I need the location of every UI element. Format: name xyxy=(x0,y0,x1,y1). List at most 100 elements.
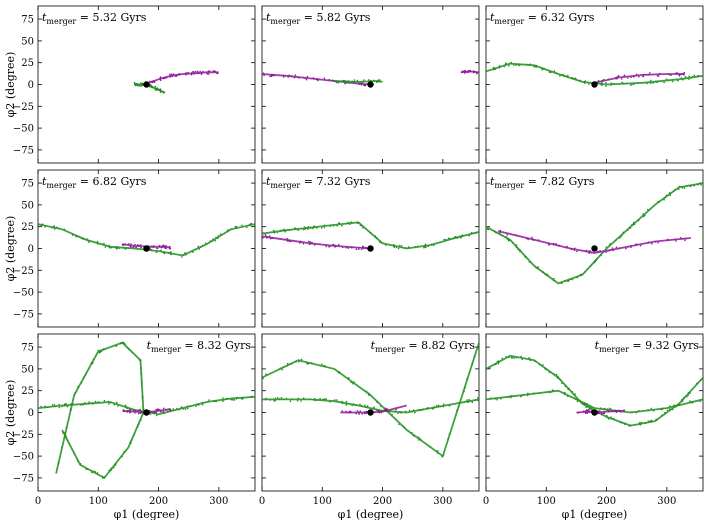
star-particle xyxy=(86,468,89,470)
star-particle xyxy=(585,249,588,252)
y-tick-label: 75 xyxy=(21,179,34,190)
star-particle xyxy=(213,400,215,402)
y-tick-label: −75 xyxy=(13,473,34,484)
star-particle xyxy=(452,237,454,240)
star-particle xyxy=(345,404,348,406)
star-particle xyxy=(69,409,72,411)
star-particle xyxy=(660,408,663,411)
star-particle xyxy=(652,410,655,412)
star-particle xyxy=(137,424,139,427)
star-particle xyxy=(617,75,620,77)
star-particle xyxy=(395,246,398,249)
star-particle xyxy=(364,84,367,86)
star-particle xyxy=(115,345,118,348)
star-particle xyxy=(393,244,395,246)
star-particle xyxy=(621,422,623,424)
star-particle xyxy=(555,242,557,245)
star-particle xyxy=(365,390,368,393)
star-particle xyxy=(579,79,581,82)
star-particle xyxy=(283,366,285,368)
star-particle xyxy=(358,413,360,415)
star-particle xyxy=(328,78,331,81)
star-particle xyxy=(137,412,140,415)
star-particle xyxy=(376,401,379,404)
star-particle xyxy=(433,406,436,408)
star-particle xyxy=(545,368,547,371)
star-particle xyxy=(590,407,592,410)
panel-title: tmerger = 6.32 Gyrs xyxy=(490,11,595,26)
star-particle xyxy=(531,236,533,239)
star-particle xyxy=(90,362,92,365)
x-tick-label: 300 xyxy=(657,496,676,507)
star-particle xyxy=(196,403,199,405)
star-particle xyxy=(217,237,219,240)
star-particle xyxy=(262,377,264,380)
star-particle xyxy=(57,462,60,465)
star-particle xyxy=(553,373,555,375)
star-particle xyxy=(282,398,284,401)
star-particle xyxy=(64,435,66,437)
star-particle xyxy=(53,404,56,406)
star-particle xyxy=(612,417,615,420)
star-particle xyxy=(688,78,690,80)
star-particle xyxy=(83,238,86,241)
star-particle xyxy=(374,235,377,237)
star-particle xyxy=(344,80,346,82)
star-particle xyxy=(456,237,459,239)
series-stream_b xyxy=(497,229,691,254)
star-particle xyxy=(208,399,210,401)
star-particle xyxy=(196,72,199,75)
star-particle xyxy=(669,194,672,196)
star-particle xyxy=(588,405,591,408)
star-particle xyxy=(40,405,42,408)
star-particle xyxy=(679,236,682,239)
star-particle xyxy=(161,90,163,93)
plot-area xyxy=(486,61,703,88)
y-tick-label: −50 xyxy=(13,452,34,463)
star-particle xyxy=(129,245,132,248)
star-particle xyxy=(541,67,543,69)
star-particle xyxy=(137,84,139,87)
star-particle xyxy=(52,225,55,228)
star-particle xyxy=(344,82,347,84)
star-particle xyxy=(346,222,348,225)
star-particle xyxy=(492,68,495,71)
star-particle xyxy=(467,70,469,72)
star-particle xyxy=(656,419,658,421)
star-particle xyxy=(376,80,378,83)
star-particle xyxy=(324,365,326,367)
stream-track xyxy=(334,80,383,83)
star-particle xyxy=(576,400,579,403)
star-particle xyxy=(515,356,518,359)
star-particle xyxy=(335,244,337,247)
star-particle xyxy=(352,382,354,385)
star-particle xyxy=(692,76,694,78)
star-particle xyxy=(122,246,125,249)
star-particle xyxy=(468,398,470,401)
star-particle xyxy=(355,248,358,250)
star-particle xyxy=(355,412,357,415)
star-particle xyxy=(584,271,586,273)
star-particle xyxy=(373,406,375,409)
star-particle xyxy=(88,241,90,244)
star-particle xyxy=(364,404,366,407)
star-particle xyxy=(108,244,110,247)
star-particle xyxy=(687,392,690,394)
star-particle xyxy=(130,442,132,445)
star-particle xyxy=(496,398,498,401)
star-particle xyxy=(248,224,251,226)
star-particle xyxy=(155,410,158,412)
x-tick-label: 0 xyxy=(483,496,489,507)
star-particle xyxy=(542,271,544,273)
star-particle xyxy=(395,408,397,411)
star-particle xyxy=(157,408,160,411)
star-particle xyxy=(633,82,635,85)
star-particle xyxy=(96,243,99,245)
star-particle xyxy=(299,240,302,243)
star-particle xyxy=(552,242,555,245)
star-particle xyxy=(337,371,340,374)
panel-3: tmerger = 6.32 Gyrs xyxy=(485,5,704,164)
star-particle xyxy=(84,373,87,376)
panel-6: tmerger = 7.82 Gyrs xyxy=(485,169,704,328)
star-particle xyxy=(65,403,67,405)
